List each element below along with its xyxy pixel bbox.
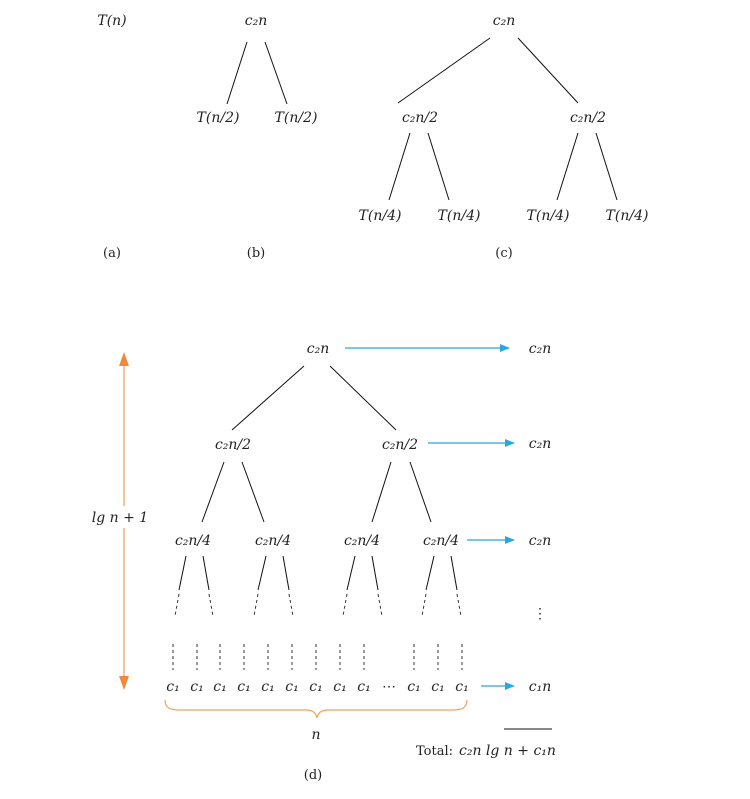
- leaf-node: c₁: [455, 679, 468, 695]
- panel-c-root-node: c₂n: [493, 13, 515, 29]
- leaf-node: c₁: [407, 679, 420, 695]
- level-cost: c₂n: [529, 341, 551, 357]
- panel-c-edge: [556, 132, 579, 201]
- panel-d-level1-node: c₂n/2: [382, 437, 418, 453]
- panel-d-edge: [371, 461, 392, 523]
- total-label: Total:: [416, 744, 453, 759]
- level-cost: c₂n: [529, 436, 551, 452]
- panel-b-child-node: T(n/2): [197, 110, 240, 126]
- panel-a-caption: (a): [103, 246, 121, 261]
- leaf-node: c₁: [261, 679, 274, 695]
- panel-c-level2-node: T(n/4): [359, 208, 402, 224]
- panel-c-level1-node: c₂n/2: [402, 110, 438, 126]
- panel-c-caption: (c): [495, 246, 512, 261]
- leaf-node: c₁: [357, 679, 370, 695]
- panel-d-edge: [329, 365, 397, 431]
- panel-d-level2-edges: [178, 555, 458, 591]
- panel-b-edge-right: [264, 41, 288, 105]
- panel-c: c₂n c₂n/2 c₂n/2 T(n/4) T(n/4) T(n/4) T(n…: [359, 13, 649, 261]
- panel-b-caption: (b): [247, 246, 265, 261]
- panel-d-dashed-continuation: [174, 593, 462, 617]
- panel-b-root-node: c₂n: [245, 13, 267, 29]
- panel-b-child-node: T(n/2): [275, 110, 318, 126]
- panel-d-leaf-dashes: [172, 644, 463, 670]
- panel-c-edge: [388, 132, 411, 201]
- panel-d: lg n + 1 c₂n c₂n/2 c₂n/2 c₂n/4 c₂n/4 c₂n…: [86, 341, 556, 783]
- leaf-node: c₁: [166, 679, 179, 695]
- panel-c-edge: [517, 37, 579, 104]
- panel-d-edge: [201, 461, 225, 523]
- panel-c-level2-node: T(n/4): [438, 208, 481, 224]
- panel-a-root-node: T(n): [97, 13, 126, 29]
- height-arrow-down-icon: [119, 676, 129, 690]
- panel-d-leaves: c₁ c₁ c₁ c₁ c₁ c₁ c₁ c₁ c₁ ⋯ c₁ c₁ c₁: [166, 679, 468, 695]
- panel-d-level1-node: c₂n/2: [215, 437, 251, 453]
- panel-b-edge-left: [226, 41, 248, 105]
- panel-c-level1-node: c₂n/2: [570, 110, 606, 126]
- panel-a: T(n) (a): [97, 13, 126, 261]
- height-arrow-up-icon: [119, 352, 129, 366]
- panel-b: c₂n T(n/2) T(n/2) (b): [197, 13, 318, 261]
- leaf-node: c₁: [237, 679, 250, 695]
- panel-d-level2-node: c₂n/4: [423, 533, 459, 549]
- leaf-ellipsis: ⋯: [382, 679, 396, 695]
- panel-d-level2-node: c₂n/4: [344, 533, 380, 549]
- leaf-node: c₁: [309, 679, 322, 695]
- panel-c-edge: [397, 37, 491, 104]
- level-cost-ellipsis: ⋮: [533, 606, 547, 622]
- leaf-node: c₁: [431, 679, 444, 695]
- panel-d-level2-node: c₂n/4: [175, 533, 211, 549]
- level-cost: c₁n: [529, 679, 551, 695]
- leaf-node: c₁: [333, 679, 346, 695]
- panel-d-edge: [409, 461, 432, 523]
- leaf-node: c₁: [190, 679, 203, 695]
- panel-d-edge: [241, 461, 265, 523]
- leaf-count-label: n: [311, 727, 320, 743]
- panel-c-level2-node: T(n/4): [527, 208, 570, 224]
- panel-c-level2-node: T(n/4): [606, 208, 649, 224]
- height-label-bg: [86, 506, 160, 528]
- leaf-count-brace: [164, 699, 468, 719]
- panel-d-level2-node: c₂n/4: [255, 533, 291, 549]
- leaf-node: c₁: [213, 679, 226, 695]
- panel-c-edge: [427, 132, 450, 201]
- panel-c-edge: [595, 132, 618, 201]
- panel-d-edge: [231, 365, 305, 431]
- leaf-node: c₁: [285, 679, 298, 695]
- level-cost: c₂n: [529, 533, 551, 549]
- total-value: c₂n lg n + c₁n: [459, 743, 556, 759]
- panel-d-root-node: c₂n: [307, 341, 329, 357]
- panel-d-caption: (d): [304, 768, 322, 783]
- height-label: lg n + 1: [92, 510, 148, 526]
